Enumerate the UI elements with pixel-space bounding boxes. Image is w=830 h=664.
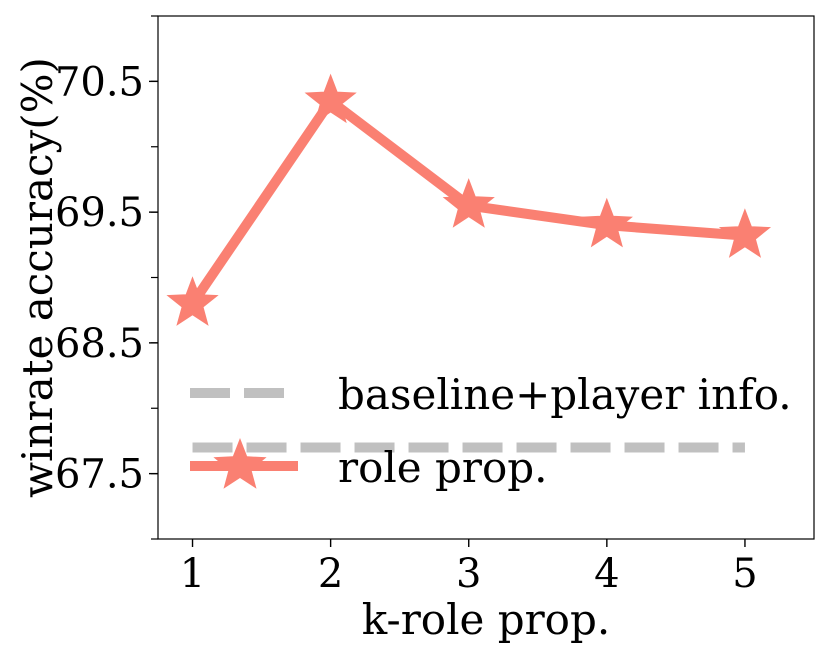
- x-tick-label: 4: [594, 551, 619, 597]
- data-point-star: [442, 178, 495, 228]
- data-point-star: [580, 197, 633, 248]
- x-tick-label: 1: [180, 551, 205, 597]
- x-tick-label: 5: [732, 551, 757, 597]
- y-tick-label: 69.5: [55, 190, 144, 236]
- data-point-star: [718, 208, 772, 258]
- y-tick-label: 68.5: [55, 321, 144, 367]
- series-layer: [166, 73, 772, 453]
- legend-star-marker: [213, 438, 267, 489]
- x-tick-label: 2: [318, 551, 343, 597]
- legend-label-baseline: baseline+player info.: [338, 370, 792, 419]
- y-tick-label: 70.5: [55, 59, 144, 105]
- data-point-star: [304, 73, 357, 124]
- x-axis: 1 2 3 4 5: [180, 539, 758, 597]
- y-axis-label: winrate accuracy(%): [13, 57, 62, 498]
- y-axis: 67.5 68.5 69.5 70.5: [55, 15, 158, 540]
- legend: baseline+player info. role prop.: [190, 370, 792, 492]
- x-axis-label: k-role prop.: [362, 595, 610, 644]
- data-point-star: [166, 276, 219, 326]
- legend-label-role-prop: role prop.: [338, 443, 548, 492]
- x-tick-label: 3: [456, 551, 481, 597]
- y-tick-label: 67.5: [55, 452, 144, 498]
